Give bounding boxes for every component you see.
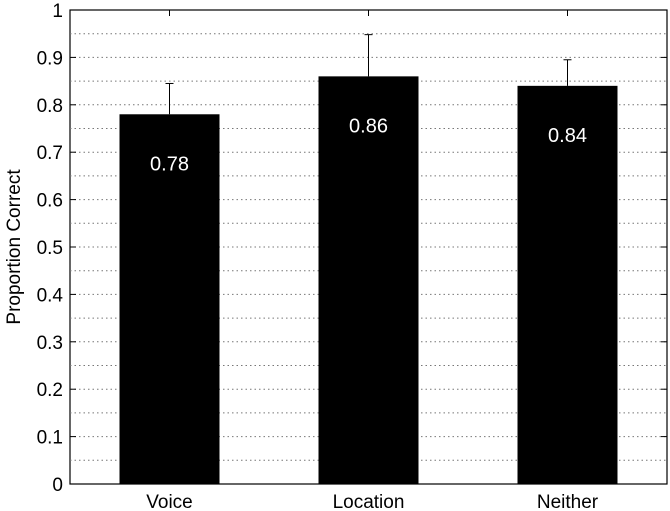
bar-location [318, 76, 419, 485]
category-label-neither: Neither [537, 492, 599, 511]
y-tick-label: 0.6 [37, 191, 63, 212]
y-axis-ticks: 0 0.1 0.2 0.3 0.4 0.5 0.6 0.7 0.8 0.9 1 [37, 1, 667, 496]
bars: 0.78 0.86 0.84 [119, 76, 618, 485]
y-tick-label: 0.4 [37, 285, 64, 306]
data-label-neither: 0.84 [548, 125, 587, 147]
y-tick-label: 0.9 [37, 48, 63, 69]
y-tick-label: 0.2 [37, 380, 63, 401]
y-tick-label: 0.5 [37, 238, 63, 259]
y-tick-label: 0.8 [37, 96, 63, 117]
y-tick-label: 0 [52, 475, 63, 496]
y-axis-label: Proportion Correct [4, 169, 25, 325]
category-label-location: Location [333, 492, 405, 511]
error-bars [165, 34, 572, 115]
x-axis-categories: Voice Location Neither [146, 10, 599, 511]
data-label-voice: 0.78 [150, 153, 189, 175]
bar-voice [119, 114, 220, 484]
bar-neither [517, 85, 618, 484]
y-tick-label: 0.1 [37, 428, 63, 449]
data-label-location: 0.86 [349, 115, 388, 137]
y-tick-label: 1 [52, 1, 63, 22]
y-tick-label: 0.3 [37, 333, 63, 354]
category-label-voice: Voice [146, 492, 192, 511]
y-tick-label: 0.7 [37, 143, 63, 164]
